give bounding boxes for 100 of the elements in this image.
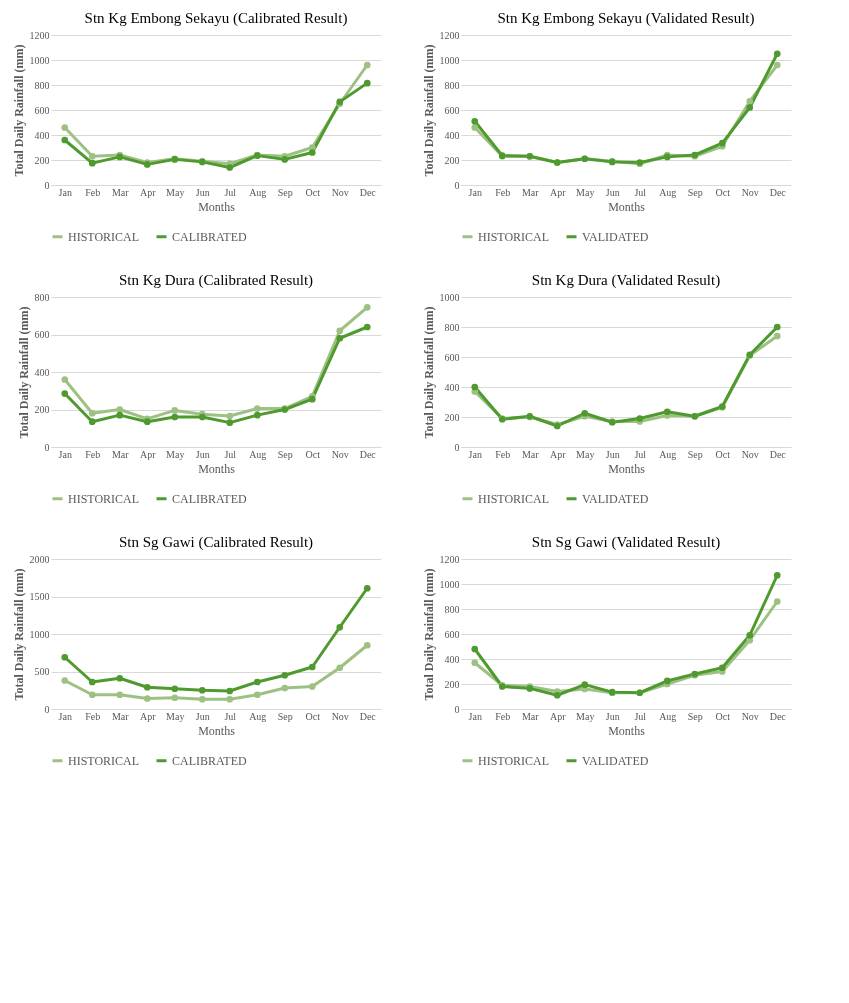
legend-label: HISTORICAL [68,491,140,506]
x-tick-label: Jan [468,710,482,722]
y-axis-title: Total Daily Rainfall (mm) [421,306,436,439]
point [281,671,289,679]
x-tick-label: Feb [85,186,101,198]
x-tick-label: Jul [224,448,237,460]
x-tick-label: Feb [495,186,511,198]
x-tick-label: Apr [139,710,157,722]
point [61,376,69,383]
legend-label: VALIDATED [582,491,649,506]
x-tick-label: Jun [605,448,620,460]
y-tick-label: 800 [34,79,50,91]
x-tick-label: Aug [249,448,267,460]
chart-title: Stn Kg Embong Sekayu (Validated Result) [497,10,755,27]
x-tick-label: Oct [305,186,321,198]
legend-label: CALIBRATED [172,753,247,768]
point [88,691,96,699]
point [88,678,96,686]
y-tick-label: 1500 [29,591,50,602]
point [773,50,781,58]
y-tick-label: 200 [444,411,460,423]
y-tick-label: 600 [444,104,460,116]
x-tick-label: May [576,186,595,198]
x-tick-label: Oct [715,448,731,460]
y-tick-label: 1200 [29,29,50,41]
point [363,61,371,69]
point [471,645,479,653]
y-tick-label: 800 [444,79,460,91]
x-tick-label: Oct [305,710,321,722]
y-tick-label: 200 [34,404,50,415]
x-tick-label: May [576,448,595,460]
x-tick-label: Jul [634,448,647,460]
point [116,674,124,682]
y-tick-label: 600 [444,351,460,363]
y-tick-label: 1000 [439,578,460,590]
y-tick-label: 1000 [29,628,50,640]
x-tick-label: Nov [331,448,349,460]
point [773,61,781,69]
point [88,159,96,167]
point [143,683,151,691]
y-tick-label: 0 [454,703,460,715]
y-tick-label: 400 [444,653,460,665]
x-tick-label: Mar [521,448,540,460]
point [363,641,371,649]
x-tick-label: Sep [277,186,293,198]
x-tick-label: Nov [741,186,759,198]
point [198,695,206,703]
point [663,408,671,416]
point [253,691,261,699]
x-tick-label: Apr [549,710,567,722]
point [226,412,234,420]
x-tick-label: Nov [741,710,759,722]
y-tick-label: 400 [34,366,50,378]
point [61,390,69,397]
point [116,411,124,419]
y-axis-title: Total Daily Rainfall (mm) [421,44,436,177]
x-tick-label: Mar [111,448,130,460]
x-tick-label: Aug [659,710,677,722]
point [226,164,234,171]
x-tick-label: Jul [224,186,237,198]
x-tick-label: Jun [195,186,210,198]
point [116,691,124,699]
x-tick-label: Sep [277,710,293,722]
x-tick-label: Dec [359,186,377,198]
point [471,383,479,391]
x-tick-label: Jan [58,710,72,722]
y-tick-label: 200 [444,154,460,166]
legend-label: HISTORICAL [478,229,550,244]
x-tick-label: Apr [139,448,157,460]
x-tick-label: Aug [249,710,267,722]
point [88,152,96,160]
point [226,695,234,703]
point [281,684,289,692]
y-tick-label: 800 [444,603,460,615]
point [198,686,206,694]
y-tick-label: 800 [34,291,50,303]
x-tick-label: Jan [468,186,482,198]
y-axis-title: Total Daily Rainfall (mm) [421,568,436,701]
x-axis-title: Months [608,723,646,738]
x-tick-label: Jan [58,186,72,198]
point [363,323,371,331]
legend-label: VALIDATED [582,753,649,768]
x-tick-label: Dec [769,448,787,460]
point [61,677,69,684]
y-tick-label: 400 [34,129,50,141]
x-axis-title: Months [608,461,646,476]
x-tick-label: Jun [605,710,620,722]
y-tick-label: 800 [444,321,460,333]
point [718,664,726,672]
point [363,303,371,311]
y-tick-label: 0 [44,179,50,191]
x-tick-label: Jun [195,448,210,460]
x-tick-label: Apr [549,448,567,460]
y-axis-title: Total Daily Rainfall (mm) [11,568,26,701]
point [773,332,781,340]
y-tick-label: 0 [454,179,460,191]
x-tick-label: Jan [468,448,482,460]
legend-label: HISTORICAL [68,753,140,768]
x-tick-label: Oct [305,448,321,460]
x-tick-label: Apr [549,186,567,198]
